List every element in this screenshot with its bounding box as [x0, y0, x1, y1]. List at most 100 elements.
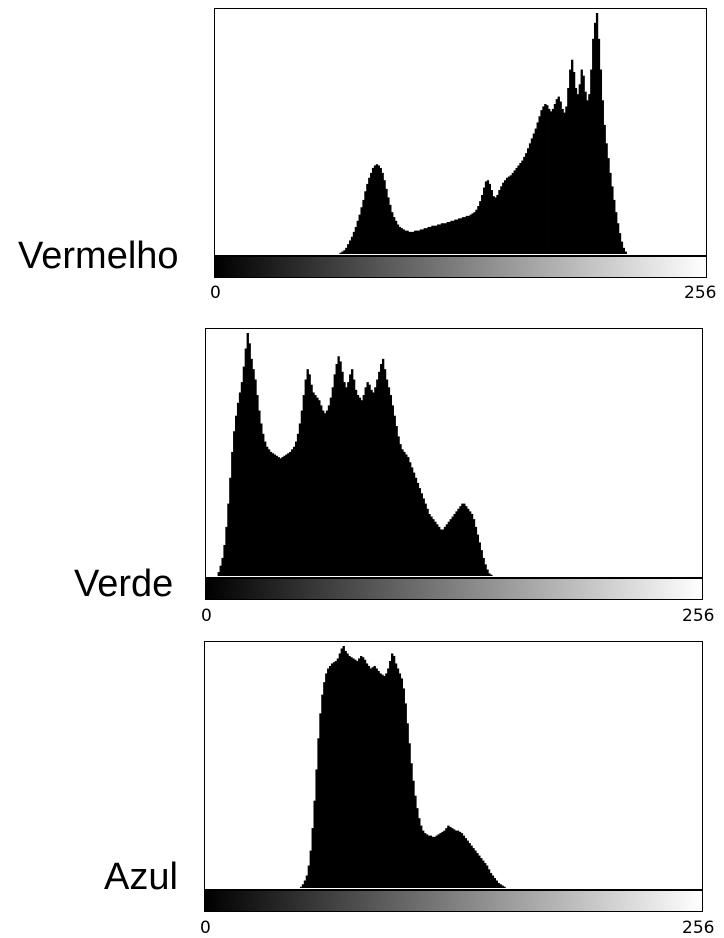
histogram-bar-green-39 [281, 457, 284, 576]
histogram-bar-red-196 [590, 69, 593, 254]
histogram-bar-red-95 [396, 224, 400, 254]
histogram-bar-red-71 [350, 236, 354, 254]
histogram-bar-blue-127 [451, 828, 454, 888]
histogram-bar-green-129 [455, 511, 458, 576]
histogram-bar-red-144 [490, 190, 493, 254]
histogram-bar-blue-90 [379, 673, 382, 888]
histogram-bar-blue-119 [435, 835, 438, 888]
histogram-bar-green-82 [364, 387, 367, 576]
histogram-bar-blue-75 [350, 657, 353, 888]
histogram-bar-green-87 [374, 387, 377, 576]
histogram-bar-green-45 [293, 446, 296, 576]
histogram-bar-red-99 [404, 230, 407, 254]
histogram-bar-green-78 [356, 395, 360, 576]
histogram-bar-green-69 [339, 361, 342, 576]
tick-label-min: 0 [201, 606, 212, 626]
histogram-bar-green-19 [242, 366, 246, 576]
histogram-bar-green-66 [333, 374, 336, 576]
histogram-bar-blue-91 [381, 674, 384, 888]
histogram-bar-green-46 [294, 441, 298, 576]
histogram-bar-green-50 [302, 395, 306, 576]
histogram-bar-green-54 [310, 384, 313, 576]
histogram-bar-blue-68 [336, 658, 340, 888]
histogram-bar-red-158 [517, 165, 520, 254]
histogram-bar-green-90 [380, 364, 383, 576]
histogram-bar-blue-132 [460, 833, 464, 888]
histogram-bar-blue-113 [423, 833, 427, 888]
histogram-bar-green-67 [335, 364, 338, 576]
histogram-bar-green-44 [291, 449, 294, 576]
histogram-bar-blue-66 [332, 662, 336, 888]
histogram-bar-green-12 [229, 477, 232, 576]
histogram-bar-blue-128 [453, 829, 456, 888]
histogram-bar-blue-95 [389, 660, 392, 888]
histogram-bar-red-194 [586, 100, 589, 254]
histogram-bar-blue-61 [323, 682, 326, 888]
histogram-bar-green-32 [267, 449, 271, 576]
histogram-bar-blue-122 [441, 831, 444, 888]
histogram-bar-green-97 [393, 415, 396, 576]
histogram-bar-green-24 [252, 369, 255, 576]
histogram-bar-blue-120 [437, 834, 440, 888]
histogram-bar-green-109 [416, 482, 420, 576]
histogram-bar-red-90 [387, 197, 390, 254]
histogram-bar-red-109 [423, 228, 426, 254]
histogram-bar-blue-129 [454, 830, 458, 888]
histogram-bar-red-101 [408, 231, 411, 254]
histogram-bar-red-203 [603, 124, 606, 254]
histogram-bar-red-138 [479, 201, 482, 254]
histogram-bar-green-134 [465, 506, 468, 576]
histogram-bar-green-8 [221, 557, 224, 576]
gradient-bar-green [205, 578, 703, 600]
histogram-bar-green-99 [397, 436, 400, 576]
histogram-bar-blue-118 [433, 836, 436, 888]
histogram-bar-green-89 [378, 371, 381, 576]
histogram-bar-blue-136 [468, 843, 471, 888]
histogram-bar-green-146 [488, 573, 491, 576]
histogram-bar-blue-98 [394, 663, 398, 888]
histogram-bar-blue-116 [429, 835, 433, 888]
histogram-bar-red-130 [463, 217, 467, 254]
histogram-bar-red-106 [417, 230, 421, 254]
histogram-bar-red-189 [576, 94, 580, 254]
histogram-bar-blue-100 [398, 673, 402, 888]
tick-label-max: 256 [684, 283, 717, 303]
histogram-bar-red-162 [525, 153, 528, 254]
histogram-bar-blue-49 [299, 886, 303, 888]
histogram-bar-red-169 [538, 116, 541, 254]
histogram-bar-green-20 [244, 348, 247, 576]
histogram-bar-red-119 [442, 223, 446, 254]
histogram-bar-green-110 [418, 488, 422, 576]
histogram-svg-green [217, 333, 493, 576]
histogram-bar-blue-71 [342, 646, 345, 888]
histogram-bar-red-103 [412, 231, 415, 254]
histogram-bar-red-86 [379, 167, 382, 254]
histogram-bar-green-92 [383, 369, 387, 576]
histogram-bar-green-113 [424, 503, 427, 576]
histogram-bar-red-82 [371, 167, 375, 254]
histogram-bar-green-133 [463, 503, 466, 576]
histogram-bar-green-128 [453, 513, 456, 576]
histogram-bar-green-102 [403, 451, 406, 576]
histogram-bar-red-84 [375, 164, 379, 254]
histogram-bar-green-21 [246, 333, 249, 576]
histogram-bar-red-114 [433, 225, 436, 254]
histogram-bar-red-151 [504, 180, 507, 254]
histogram-bar-red-75 [358, 214, 361, 254]
histogram-bar-red-111 [427, 226, 430, 254]
histogram-bar-blue-72 [344, 650, 347, 888]
histogram-bar-green-79 [358, 397, 362, 576]
histogram-bar-blue-70 [340, 648, 343, 888]
histogram-bar-blue-107 [412, 780, 415, 888]
histogram-bar-blue-86 [371, 667, 374, 888]
histogram-bar-green-114 [426, 508, 429, 576]
histogram-bar-green-33 [269, 451, 273, 576]
histogram-bar-green-106 [410, 467, 414, 576]
histogram-bar-red-122 [448, 222, 451, 254]
histogram-bar-blue-88 [375, 668, 378, 888]
histogram-bar-blue-131 [458, 831, 462, 888]
histogram-bar-red-145 [492, 196, 495, 254]
histogram-bar-blue-80 [360, 655, 363, 888]
histogram-bar-blue-133 [462, 835, 466, 888]
histogram-bar-green-28 [260, 423, 263, 576]
